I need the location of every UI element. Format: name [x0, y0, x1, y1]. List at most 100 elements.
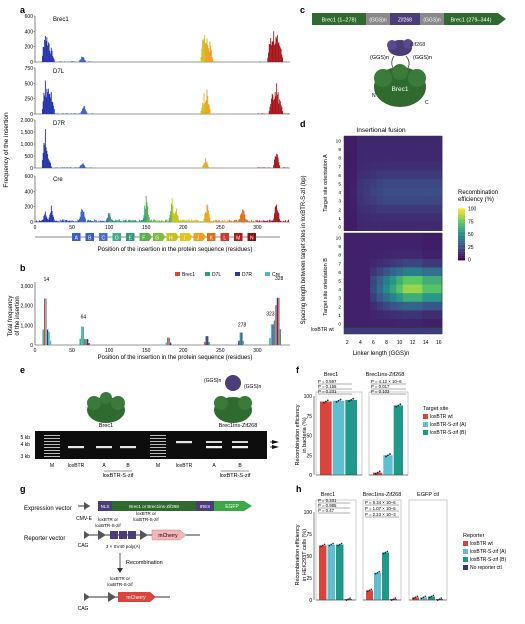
heatmap-cell-a [370, 222, 378, 231]
colorbar-step [458, 234, 465, 236]
b-xtick: 0 [34, 348, 37, 354]
panel-f-letter: f [296, 365, 300, 375]
heatmap-xtick: 8 [385, 340, 388, 346]
n-terminus-label: N [372, 93, 376, 99]
heatmap-cell-b [344, 250, 351, 260]
heatmap-cell-b [409, 267, 417, 277]
heatmap-cell-wt [383, 327, 391, 334]
heatmap-cell-b [383, 233, 391, 242]
f-dot [389, 453, 391, 455]
h-ylabel-2: in HEK293T cells (%) [302, 529, 308, 581]
f-dot [385, 455, 387, 458]
heatmap-cell-a [428, 161, 436, 171]
colorbar-step [458, 230, 465, 232]
heatmap-cell-b [350, 258, 358, 268]
b-xtick: 150 [142, 348, 151, 354]
heatmap-cell-a [422, 196, 430, 206]
heatmap-cell-b [357, 241, 364, 251]
domain-label: I [184, 235, 185, 241]
site-after-label-2: loxBTR-S-zif [107, 582, 133, 587]
panel-a-letter: a [20, 5, 26, 15]
heatmap-cell-b [344, 301, 351, 311]
heatmap-cell-a [402, 179, 410, 188]
domain-box-A [72, 233, 81, 241]
panel-a-xtick: 0 [34, 225, 37, 231]
histogram-tick: 0 [30, 166, 33, 172]
f-legend-label: loxBTR-S-zif (B) [430, 430, 466, 436]
heatmap-cell-b [363, 276, 371, 285]
brec1-lobe-3 [392, 64, 408, 80]
ladder-band [150, 453, 166, 454]
heatmap-cell-wt [435, 327, 443, 334]
heatmap-cell-a [428, 153, 436, 163]
heatmap-cell-a [402, 213, 410, 223]
heatmap-cell-a [376, 196, 384, 206]
histogram-Cre: Cre 0 200 400 600 [25, 174, 290, 226]
heatmap-cell-b [428, 276, 436, 285]
heatmap-cell-b [376, 241, 384, 251]
h-legend-title: Reporter [463, 533, 485, 539]
heatmap-cell-b [428, 319, 436, 328]
fusion-structure-lobe-2 [238, 396, 252, 410]
f-ytick: 75 [306, 414, 312, 420]
heatmap-cell-a [376, 136, 384, 145]
heatmap-cell-a [376, 213, 384, 223]
heatmap-cell-a [428, 187, 436, 197]
e-group-label-2: loxBTR-S-zif [220, 473, 251, 479]
heatmap-cell-wt [409, 327, 417, 334]
heatmap-cell-b [415, 301, 423, 311]
heatmap-cell-b [409, 233, 417, 242]
heatmap-cell-a [357, 136, 364, 145]
heatmap-cell-a [396, 170, 404, 180]
h-bar [420, 597, 427, 600]
heatmap-cell-b [409, 301, 417, 311]
heatmap-cell-a [344, 144, 351, 154]
h-group-3: EGFP ctl [417, 492, 439, 498]
histogram-tick: 600 [25, 174, 34, 180]
f-ytick: 25 [306, 453, 312, 459]
site-after-triangle [108, 592, 116, 602]
heatmap-cell-b [389, 250, 397, 260]
b-peak-label: 328 [275, 276, 284, 282]
heatmap-cell-b [370, 301, 378, 311]
colorbar-step [458, 239, 465, 241]
construct-label-2: (GGS)n [369, 18, 386, 24]
heatmap-cell-a [350, 161, 358, 171]
heatmap-cell-b [357, 250, 364, 260]
heatmap-cell-b [415, 250, 423, 260]
heatmap-xtick: 2 [346, 340, 349, 346]
b-ytick: 2,000 [20, 304, 33, 310]
heatmap-cell-a [402, 161, 410, 171]
h-dot [382, 552, 385, 555]
heatmap-xtick: 10 [397, 340, 403, 346]
domain-helix-H [166, 233, 179, 241]
marker-4kb: 4 kb [21, 442, 31, 448]
panel-b-ylabel-1: Total frequency [8, 296, 14, 337]
h-legend-label: No reporter ctl [470, 565, 502, 571]
gel-band [68, 446, 84, 449]
f-legend-swatch [423, 430, 428, 435]
heatmap-cell-a [350, 187, 358, 197]
heatmap-cell-b [435, 258, 443, 268]
heatmap-cell-b [435, 301, 443, 311]
heatmap-cell-a [415, 213, 423, 223]
colorbar-step [458, 249, 465, 252]
heatmap-cell-a [350, 222, 358, 231]
heatmap-cell-a [376, 204, 384, 214]
heatmap-cell-a [415, 204, 423, 214]
colorbar-tick: 75 [468, 219, 474, 225]
f-dot [352, 397, 355, 400]
e-linker-left: (GGS)n [204, 378, 221, 384]
heatmap-ytick-b: 3 [338, 296, 341, 302]
h-bar [336, 544, 344, 600]
h-dot [424, 595, 427, 598]
b-xtick: 250 [216, 348, 225, 354]
linker-label-left: (GGS)n [370, 55, 389, 61]
heatmap-cell-a [422, 161, 430, 171]
heatmap-cell-a [428, 222, 436, 231]
heatmap-cell-b [350, 276, 358, 285]
h-legend-swatch [463, 557, 468, 562]
panel-d-title: Insertional fusion [356, 127, 406, 134]
colorbar-step [458, 233, 465, 235]
heatmap-cell-b [409, 276, 417, 285]
